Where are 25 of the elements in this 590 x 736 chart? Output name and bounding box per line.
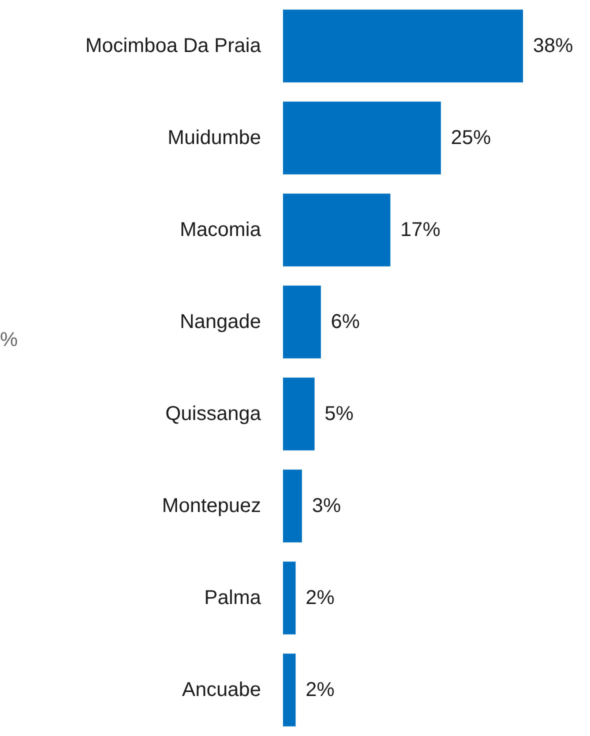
data-label: 38%: [533, 35, 574, 57]
bar: [283, 562, 296, 634]
bar: [283, 378, 315, 450]
y-tick-label: Nangade: [180, 311, 261, 333]
y-tick-label: Montepuez: [162, 495, 261, 517]
bar: [283, 654, 296, 726]
y-tick-label: Quissanga: [165, 403, 262, 425]
y-tick-label: Palma: [204, 587, 262, 609]
data-label: 3%: [312, 495, 342, 517]
bar: [283, 10, 523, 82]
data-label: 2%: [306, 587, 335, 609]
text: %: [0, 329, 18, 351]
bar: [283, 470, 302, 542]
y-tick-label: Muidumbe: [168, 127, 261, 149]
data-label: 2%: [306, 679, 335, 701]
y-tick-label: Mocimboa Da Praia: [85, 35, 262, 57]
y-tick-label: Macomia: [180, 219, 262, 241]
data-label: 5%: [324, 403, 354, 425]
bar: [283, 286, 321, 358]
y-tick-label: Ancuabe: [182, 679, 261, 701]
data-label: 17%: [400, 219, 441, 241]
data-label: 25%: [450, 127, 492, 149]
bar: [283, 102, 441, 174]
bar: [283, 194, 390, 266]
data-label: 6%: [330, 311, 360, 333]
